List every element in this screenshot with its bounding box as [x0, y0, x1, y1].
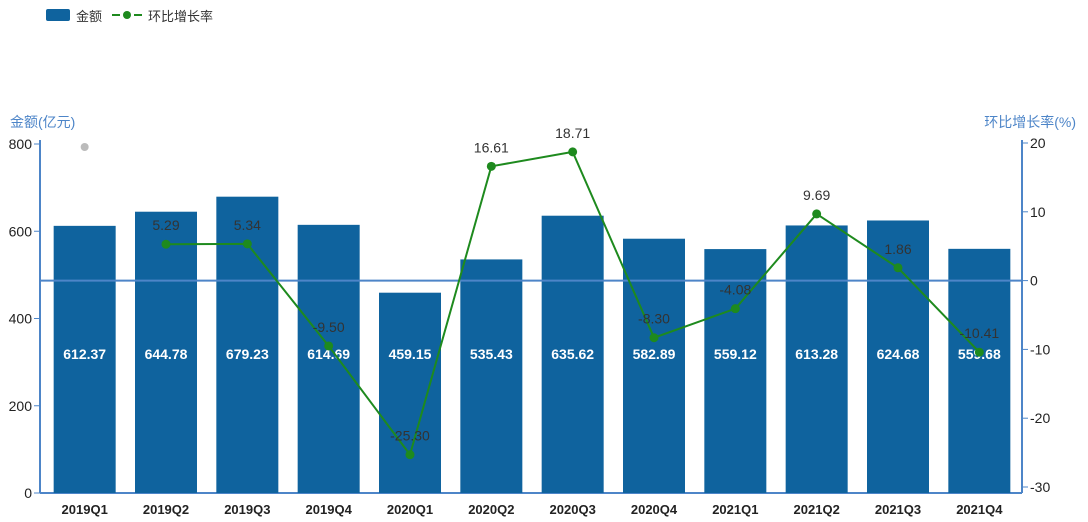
y-right-tick-label: -30: [1030, 479, 1050, 495]
bar: [541, 215, 604, 494]
legend-item-growth[interactable]: 环比增长率: [112, 6, 213, 25]
legend-bar-swatch: [46, 9, 70, 21]
x-tick-label: 2019Q1: [62, 502, 108, 517]
growth-value-label: 16.61: [474, 139, 509, 155]
x-tick-label: 2021Q1: [712, 502, 758, 517]
legend-label-growth: 环比增长率: [148, 8, 214, 24]
growth-value-label: -9.50: [313, 319, 345, 335]
y-right-tick-label: 0: [1030, 273, 1038, 289]
y-right-tick-label: 20: [1030, 135, 1046, 151]
growth-point: [405, 450, 415, 460]
y-right-tick-label: 10: [1030, 204, 1046, 220]
bar-value-label: 624.68: [877, 346, 920, 362]
growth-value-label: -8.30: [638, 311, 670, 327]
bar: [53, 225, 116, 494]
bar: [623, 238, 685, 493]
growth-value-label: 5.29: [152, 217, 179, 233]
x-tick-label: 2021Q2: [794, 502, 840, 517]
bar: [379, 292, 441, 493]
bar-value-label: 644.78: [145, 346, 188, 362]
growth-point: [812, 209, 822, 219]
bar-value-label: 459.15: [389, 346, 432, 362]
y-right-axis-title: 环比增长率(%): [984, 114, 1076, 130]
bar-value-label: 613.28: [795, 346, 838, 362]
legend-line-swatch: [112, 9, 143, 21]
growth-value-label: -4.08: [719, 282, 751, 298]
x-tick-label: 2019Q3: [224, 502, 270, 517]
bar: [785, 225, 848, 493]
growth-value-label: 1.86: [884, 241, 911, 257]
y-right-tick-label: -10: [1030, 341, 1050, 357]
growth-value-label: 5.34: [234, 217, 261, 233]
x-tick-label: 2020Q3: [550, 502, 596, 517]
y-left-tick-label: 600: [9, 223, 33, 239]
legend-label-amount: 金额: [76, 8, 103, 24]
bar: [704, 249, 767, 493]
y-left-axis-title: 金额(亿元): [10, 114, 76, 130]
bar-value-label: 635.62: [551, 346, 594, 362]
growth-point: [161, 239, 171, 249]
bar-value-label: 614.69: [307, 346, 350, 362]
growth-value-label: 9.69: [803, 187, 830, 203]
growth-value-label: 18.71: [555, 125, 590, 141]
bar-value-label: 535.43: [470, 346, 513, 362]
bar-value-label: 582.89: [633, 346, 676, 362]
bar: [948, 248, 1011, 493]
legend: 金额 环比增长率: [46, 4, 213, 26]
growth-point: [649, 333, 659, 343]
y-left-tick-label: 800: [9, 136, 33, 152]
growth-point: [730, 304, 740, 314]
legend-item-amount[interactable]: 金额: [46, 6, 102, 25]
bar-value-label: 679.23: [226, 346, 269, 362]
bar-value-label: 559.12: [714, 346, 757, 362]
growth-value-label: -25.30: [390, 428, 430, 444]
growth-point: [486, 161, 496, 171]
growth-value-label: -10.41: [959, 325, 999, 341]
y-left-tick-label: 200: [9, 398, 33, 414]
x-tick-label: 2021Q3: [875, 502, 921, 517]
bar: [297, 224, 360, 493]
bar: [460, 259, 523, 493]
x-tick-label: 2021Q4: [956, 502, 1003, 517]
x-tick-label: 2020Q1: [387, 502, 433, 517]
growth-point: [242, 239, 252, 249]
x-tick-label: 2020Q2: [468, 502, 514, 517]
bar: [135, 211, 197, 493]
growth-point: [568, 147, 578, 157]
x-tick-label: 2019Q2: [143, 502, 189, 517]
y-right-tick-label: -20: [1030, 410, 1050, 426]
x-tick-label: 2019Q4: [306, 502, 353, 517]
y-left-tick-label: 0: [24, 485, 32, 501]
growth-point: [974, 347, 984, 357]
growth-point-empty: [80, 143, 89, 151]
bar-value-label: 612.37: [63, 346, 106, 362]
growth-point: [893, 263, 903, 273]
y-left-tick-label: 400: [9, 311, 33, 327]
growth-point: [324, 341, 334, 351]
x-tick-label: 2020Q4: [631, 502, 678, 517]
